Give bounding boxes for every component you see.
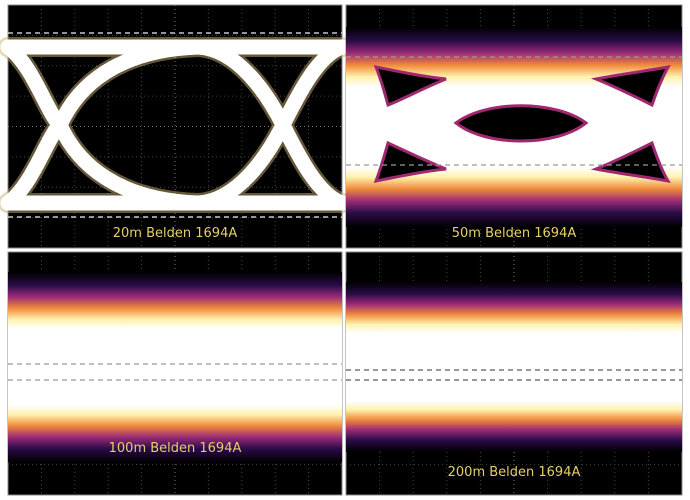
signal-band (8, 272, 342, 462)
eye-panel: 50m Belden 1694A (346, 5, 682, 248)
eye-panel: 100m Belden 1694A (8, 252, 342, 495)
eye-panel: 200m Belden 1694A (346, 252, 682, 495)
panel-label: 100m Belden 1694A (109, 441, 242, 456)
panel-label: 20m Belden 1694A (113, 226, 238, 241)
panel-label: 200m Belden 1694A (448, 465, 581, 480)
panel-label: 50m Belden 1694A (452, 226, 577, 241)
eye-panel: 20m Belden 1694A (8, 5, 342, 248)
scope-screens: 20m Belden 1694A 50m Belden 1694A 100m B… (0, 0, 690, 500)
signal-band (346, 282, 682, 452)
